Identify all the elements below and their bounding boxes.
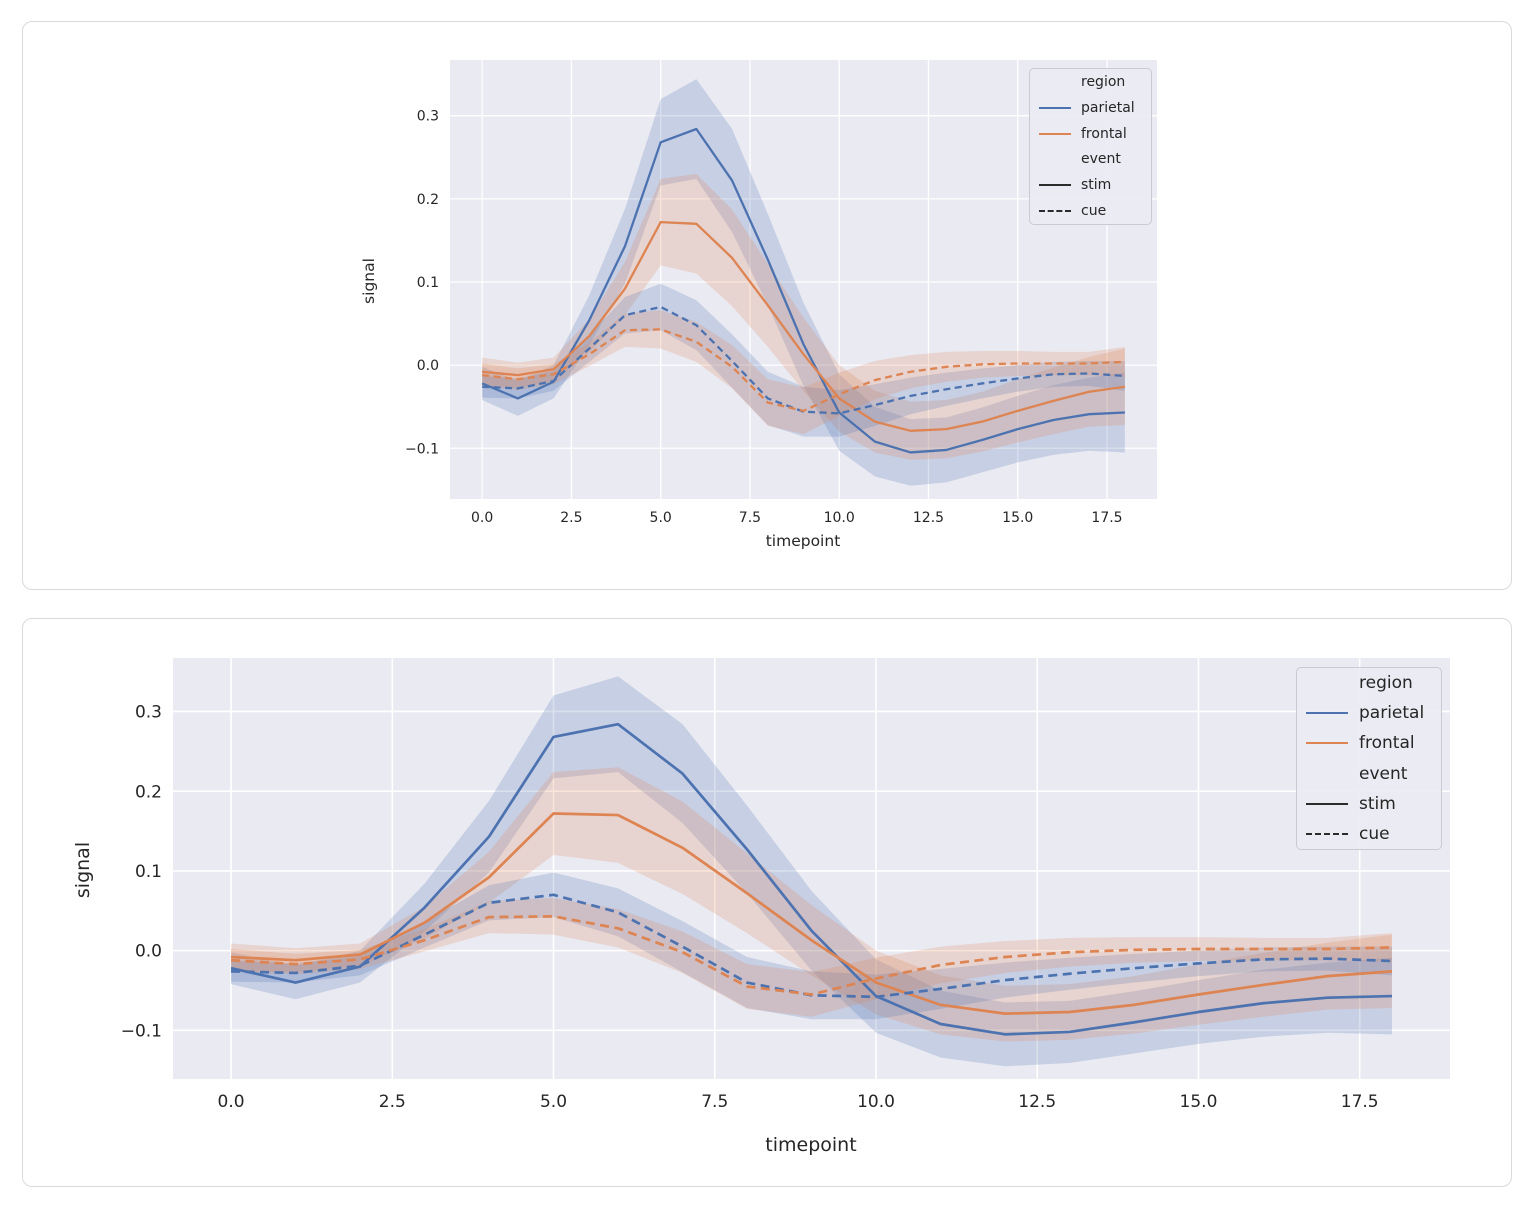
x-tick-label: 10.0 <box>824 510 855 526</box>
y-tick-label: 0.3 <box>135 703 162 723</box>
legend-label: cue <box>1359 823 1390 844</box>
legend-label: region <box>1359 673 1413 694</box>
plot-area <box>173 658 1450 1079</box>
x-tick-label: 5.0 <box>540 1092 567 1112</box>
legend-handle-parietal-solid-line <box>1306 712 1348 715</box>
ci-band-parietal-stim <box>231 676 1392 1067</box>
x-tick-label: 17.5 <box>1341 1092 1379 1112</box>
legend-handle-frontal-solid-line <box>1306 742 1348 745</box>
chart-card-bottom: 0.0 2.5 5.0 7.5 10.0 12.5 15.0 17.5 0.3 0.2 0.1 0.0… <box>22 618 1512 1187</box>
legend-handle-stim-solid-line <box>1306 802 1348 805</box>
x-tick-label: 0.0 <box>218 1092 245 1112</box>
chart-legend-bottom: region parietal frontal event stim cue <box>1296 667 1442 850</box>
line-frontal-stim <box>230 812 1393 1015</box>
legend-handle-stim-solid-line <box>1039 184 1071 187</box>
y-tick-label: 0.3 <box>417 109 439 125</box>
chart-card-top: 0.0 2.5 5.0 7.5 10.0 12.5 15.0 17.5 0.3 0.2 0.1 0.0… <box>22 21 1512 590</box>
line-parietal-stim <box>481 127 1125 454</box>
legend-label: frontal <box>1359 733 1415 754</box>
x-tick-label: 12.5 <box>913 510 944 526</box>
ci-band-frontal-stim <box>231 767 1392 1042</box>
legend-handle-parietal-solid-line <box>1039 106 1071 109</box>
legend-handle-cue-dashed-line <box>1039 210 1071 213</box>
legend-item-stim: stim <box>1297 789 1441 819</box>
legend-item-parietal: parietal <box>1297 698 1441 728</box>
x-tick-label: 10.0 <box>857 1092 895 1112</box>
ci-band-parietal-cue <box>231 872 1392 1020</box>
x-tick-label: 12.5 <box>1018 1092 1056 1112</box>
line-parietal-stim <box>230 722 1392 1036</box>
y-tick-label: −0.1 <box>405 441 439 457</box>
legend-label: frontal <box>1081 125 1127 142</box>
legend-item-stim: stim <box>1030 172 1151 198</box>
ci-band-parietal-stim <box>482 79 1125 486</box>
legend-item-frontal: frontal <box>1030 121 1151 147</box>
fmri-line-chart-bottom: 0.0 2.5 5.0 7.5 10.0 12.5 15.0 17.5 0.3 0.2 0.1 0.0… <box>121 658 1450 1112</box>
legend-item-cue: cue <box>1297 819 1441 849</box>
x-tick-label: 2.5 <box>379 1092 406 1112</box>
legend-label: parietal <box>1359 703 1425 724</box>
line-frontal-stim <box>482 220 1126 432</box>
y-tick-label: 0.1 <box>417 275 439 291</box>
legend-title-region: region <box>1297 668 1441 698</box>
x-tick-label: 0.0 <box>471 510 493 526</box>
chart-legend-top: region parietal frontal event stim cue <box>1029 68 1152 225</box>
ci-band-frontal-cue <box>482 310 1125 435</box>
legend-title-region: region <box>1030 69 1151 95</box>
legend-item-frontal: frontal <box>1297 728 1441 758</box>
ci-band-frontal-cue <box>231 898 1392 1017</box>
legend-title-event: event <box>1297 759 1441 789</box>
x-tick-label: 7.5 <box>739 510 761 526</box>
y-tick-label: 0.2 <box>417 192 439 208</box>
x-axis-label-top: timepoint <box>765 532 841 550</box>
legend-label: cue <box>1081 203 1107 220</box>
y-tick-label: 0.0 <box>417 358 439 374</box>
y-tick-label: −0.1 <box>121 1021 162 1041</box>
legend-label: region <box>1081 73 1126 90</box>
legend-label: parietal <box>1081 99 1135 116</box>
line-frontal-cue <box>482 328 1125 413</box>
y-tick-label: 0.2 <box>135 782 162 802</box>
y-axis-label-top: signal <box>360 258 378 304</box>
legend-label: event <box>1081 151 1121 168</box>
ci-band-parietal-cue <box>482 283 1125 437</box>
x-tick-label: 2.5 <box>560 510 582 526</box>
x-tick-label: 15.0 <box>1180 1092 1218 1112</box>
y-axis-label-bottom: signal <box>72 841 94 899</box>
legend-item-cue: cue <box>1030 198 1151 224</box>
x-axis-label-bottom: timepoint <box>765 1134 857 1156</box>
legend-label: stim <box>1359 793 1396 814</box>
legend-title-event: event <box>1030 147 1151 173</box>
legend-handle-cue-dashed-line <box>1306 832 1348 835</box>
legend-item-parietal: parietal <box>1030 95 1151 121</box>
x-tick-label: 7.5 <box>701 1092 728 1112</box>
line-frontal-cue <box>230 914 1392 996</box>
x-tick-label: 17.5 <box>1091 510 1122 526</box>
legend-handle-frontal-solid-line <box>1039 132 1071 135</box>
legend-label: event <box>1359 763 1408 784</box>
x-tick-label: 5.0 <box>650 510 672 526</box>
x-tick-label: 15.0 <box>1002 510 1033 526</box>
legend-label: stim <box>1081 177 1112 194</box>
y-tick-label: 0.1 <box>135 862 162 882</box>
y-tick-label: 0.0 <box>135 942 162 962</box>
fmri-line-chart-top: 0.0 2.5 5.0 7.5 10.0 12.5 15.0 17.5 0.3 0.2 0.1 0.0… <box>405 60 1157 526</box>
ci-band-frontal-stim <box>482 173 1125 460</box>
